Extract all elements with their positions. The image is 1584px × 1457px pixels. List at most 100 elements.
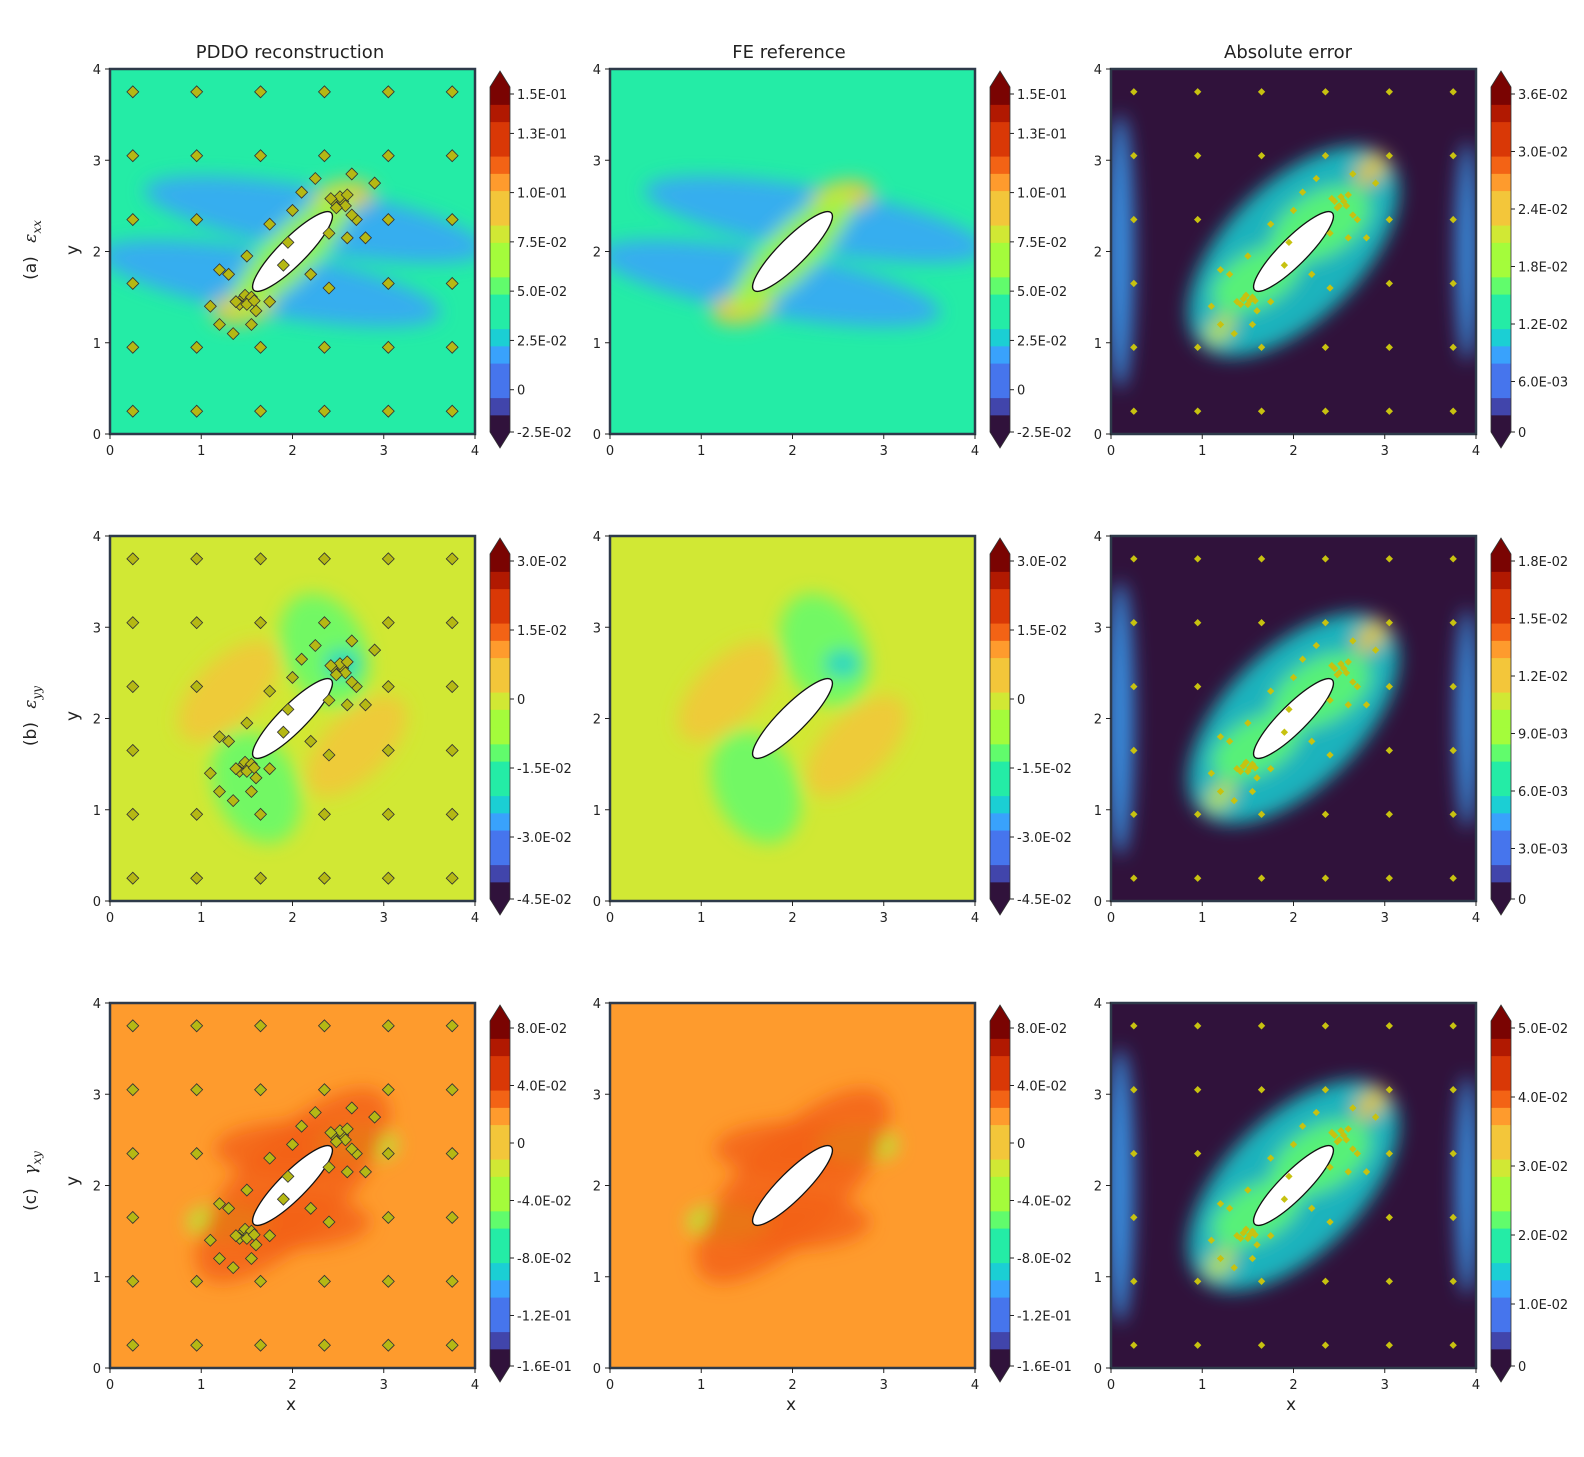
panel-r3-c1-sensor-1 <box>190 1338 204 1352</box>
panel-r3-c1-sensor-65 <box>212 1251 227 1266</box>
panel-r3-c1-colorbar-tick-label-4: 0 <box>517 1137 525 1152</box>
panel-r1-c1-sensor-7 <box>190 340 204 354</box>
column-title-pddo: PDDO reconstruction <box>196 42 384 63</box>
panel-r3-c1-sensor-61 <box>345 1101 359 1115</box>
panel-r2-c3-sensor-20 <box>1194 619 1202 627</box>
panel-r2-c3-ytick-label-0: 0 <box>1094 895 1102 910</box>
panel-r2-c1-xtick-label-4: 4 <box>471 911 479 926</box>
x-axis-label-col-1: x <box>286 1395 296 1415</box>
panel-r3-c1-sensor-29 <box>381 1019 395 1033</box>
panel-r1-c1-sensor-23 <box>381 149 395 163</box>
panel-r3-c1-sensor-51 <box>263 1229 277 1243</box>
panel-r3-c1-colorbar-band-6 <box>490 1245 510 1264</box>
panel-r1-c1-sensor-61 <box>345 167 359 181</box>
panel-r3-c1-colorbar-tick-label-3: -4.0E-02 <box>517 1195 572 1210</box>
panel-r2-c1-field-lobe-2 <box>305 695 407 797</box>
panel-r3-c3-sensor-56 <box>1312 1108 1320 1117</box>
panel-r1-c3-ytick-label-0: 0 <box>1094 428 1102 443</box>
panel-r3-c3-sensor-37 <box>1244 1234 1252 1243</box>
panel-r2-c1-sensor-64 <box>244 784 258 799</box>
panel-r2-c2-xtick-label-0: 0 <box>606 911 614 926</box>
panel-r2-c3-sensor-46 <box>1328 661 1336 670</box>
panel-r2-c1-sensor-16 <box>190 680 204 694</box>
panel-r2-c3-sensor-58 <box>1353 682 1362 691</box>
panel-r2-c1-sensor-44 <box>340 655 354 669</box>
panel-r3-c1-colorbar-band-4 <box>490 1279 510 1298</box>
panel-r3-c3-colorbar-tick-label-2: 2.0E-02 <box>1518 1229 1568 1244</box>
panel-r1-c1-sensor-47 <box>212 263 227 277</box>
panel-r3-c3-colorbar-tick-label-1: 1.0E-02 <box>1518 1298 1568 1313</box>
panel-r3-c3-sensor-27 <box>1257 1022 1266 1030</box>
panel-r3-c3-sensor-20 <box>1194 1086 1202 1094</box>
panel-r2-c3-colorbar-band-17 <box>1491 588 1511 607</box>
panel-r2-c3-sensor-23 <box>1385 619 1393 627</box>
panel-r3-c1-sensor-66 <box>263 1151 277 1165</box>
panel-r3-c3-sensor-22 <box>1321 1086 1330 1094</box>
panel-r1-c2-colorbar-band-1 <box>990 397 1010 416</box>
panel-r1-c2-ytick-label-3: 3 <box>593 154 601 169</box>
panel-r3-c3-colorbar-band-1 <box>1491 1331 1511 1350</box>
panel-r2-c1-colorbar-band-0 <box>490 881 510 900</box>
panel-r2-c3-sensor-16 <box>1194 682 1202 691</box>
panel-r2-c3-sensor-42 <box>1337 660 1345 668</box>
panel-r1-c1-sensor-65 <box>212 317 227 332</box>
panel-r2-c2-colorbar-band-1 <box>990 864 1010 883</box>
panel-r2-c3-sensor-19 <box>1130 619 1138 627</box>
panel-r2-c3-colorbar-tick-label-6: 1.8E-02 <box>1518 555 1568 570</box>
panel-r3-c2-colorbar-band-10 <box>990 1176 1010 1195</box>
row-label-b-tag: (b) <box>21 722 41 746</box>
panel-r2-c3-sensor-56 <box>1312 641 1320 650</box>
panel-r2-c3-colorbar-band-8 <box>1491 743 1511 762</box>
panel-r1-c1-sensor-44 <box>340 188 354 202</box>
panel-r2-c3-sensor-21 <box>1257 619 1266 627</box>
svg-text:(b) εyy: (b) εyy <box>21 686 44 746</box>
panel-r2-c2-field-lobe-3 <box>678 640 780 742</box>
panel-r2-c3-colorbar-band-10 <box>1491 709 1511 728</box>
panel-r2-c1-sensor-28 <box>317 552 331 566</box>
panel-r3-c1-xtick-label-3: 3 <box>380 1378 388 1393</box>
panel-r3-c2-colorbar-tick-label-3: -4.0E-02 <box>1017 1195 1072 1210</box>
panel-r3-c2-colorbar-band-1 <box>990 1331 1010 1350</box>
panel-r1-c1-xtick-label-3: 3 <box>380 444 388 459</box>
panel-r1-c1-sensor-48 <box>203 299 217 313</box>
panel-r3-c1-sensor-45 <box>329 1135 343 1149</box>
panel-r2-c3-field-lobe-4 <box>1205 781 1236 812</box>
panel-r1-c1-colorbar-band-8 <box>490 276 510 295</box>
panel-r3-c3-sensor-42 <box>1337 1127 1345 1135</box>
panel-r1-c2-colorbar-tick-label-6: 1.3E-01 <box>1017 127 1067 142</box>
panel-r3-c2-colorbar-band-19 <box>990 1021 1010 1039</box>
panel-r2-c1-sensor-43 <box>338 666 352 680</box>
panel-r3-c1-sensor-57 <box>285 1137 300 1151</box>
panel-r2-c1-ytick-label-0: 0 <box>93 895 101 910</box>
panel-r3-c3-sensor-61 <box>1349 1104 1357 1112</box>
panel-r1-c1-ytick-label-1: 1 <box>93 337 101 352</box>
panel-r1-c1-sensor-3 <box>317 404 331 418</box>
panel-r2-c1-field-lobe-0 <box>279 593 370 707</box>
panel-r1-c1-sensor-4 <box>381 404 395 418</box>
panel-r3-c1-sensor-36 <box>229 1229 243 1243</box>
panel-r3-c1-sensor-15 <box>126 1147 140 1161</box>
panel-r3-c1-xtick-label-4: 4 <box>471 1378 479 1393</box>
panel-r1-c1-sensor-22 <box>317 149 331 163</box>
panel-r3-c3-colorbar-band-3 <box>1491 1297 1511 1315</box>
panel-r1-c3-field-lobe-3 <box>1354 152 1388 187</box>
panel-r2-c2-colorbar-band-0 <box>990 881 1010 900</box>
panel-r2-c2-colorbar-band-19 <box>990 554 1010 572</box>
panel-r3-c1-sensor-0 <box>126 1338 140 1352</box>
panel-r2-c1-colorbar-band-16 <box>490 605 510 624</box>
panel-r3-c1-colorbar-tick-label-5: 4.0E-02 <box>517 1080 567 1095</box>
panel-r3-c2-colorbar-band-15 <box>990 1090 1010 1108</box>
y-axis-label-row-c: y <box>63 1176 83 1186</box>
panel-r2-c1-sensor-50 <box>249 771 263 785</box>
panel-r2-c3-sensor-3 <box>1321 874 1330 882</box>
panel-r3-c3-sensor-68 <box>1344 1168 1352 1176</box>
panel-r1-c1-colorbar-band-0 <box>490 414 510 433</box>
panel-r3-c3-field-lobe-3 <box>1354 1086 1388 1121</box>
panel-r2-c3-sensor-66 <box>1267 687 1275 695</box>
panel-r2-c1-sensor-55 <box>295 652 309 666</box>
panel-r3-c1-colorbar-band-14 <box>490 1107 510 1126</box>
panel-r3-c2: 0011223344-1.6E-01-1.2E-01-8.0E-02-4.0E-… <box>593 997 1072 1393</box>
panel-r3-c1-sensor-6 <box>126 1274 140 1288</box>
row-label-c: (c) γxy <box>21 1151 44 1211</box>
panel-r2-c3-sensor-13 <box>1385 746 1393 755</box>
